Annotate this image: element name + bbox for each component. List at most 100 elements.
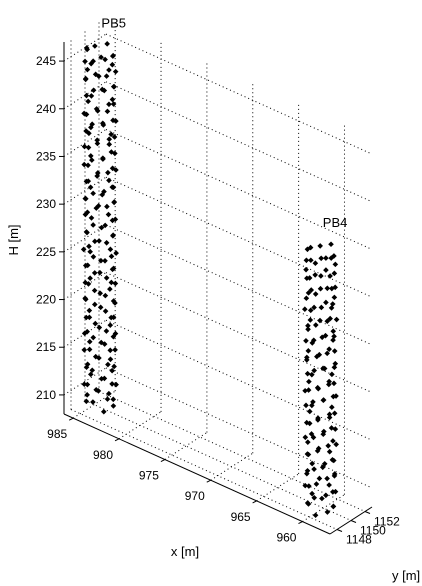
- y-tick-label: 1152: [374, 515, 400, 529]
- data-point-pb4: [318, 304, 325, 311]
- data-point-pb5: [82, 195, 89, 202]
- z-tick-label: 240: [36, 102, 56, 116]
- data-point-pb4: [326, 378, 332, 385]
- data-point-pb4: [310, 399, 316, 405]
- data-point-pb5: [108, 279, 115, 286]
- data-point-pb4: [307, 317, 314, 323]
- data-point-pb5: [85, 144, 92, 151]
- data-point-pb4: [324, 285, 331, 292]
- data-point-pb4: [313, 322, 319, 328]
- data-point-pb5: [106, 67, 112, 73]
- data-point-pb4: [331, 348, 338, 354]
- data-point-pb4: [330, 503, 337, 510]
- data-point-pb4: [305, 387, 312, 393]
- data-point-pb5: [90, 222, 96, 228]
- data-point-pb4: [323, 492, 329, 499]
- data-point-pb5: [85, 178, 92, 184]
- data-point-pb5: [86, 130, 92, 137]
- grid-line-floor-x: [72, 390, 116, 419]
- data-point-pb4: [330, 393, 337, 400]
- data-point-pb5: [84, 392, 90, 398]
- data-point-pb4: [331, 270, 338, 277]
- data-point-pb5: [89, 367, 96, 374]
- data-point-pb4: [333, 393, 339, 399]
- data-point-pb4: [307, 307, 314, 314]
- data-point-pb4: [326, 448, 333, 455]
- data-point-pb4: [317, 317, 323, 324]
- data-point-pb4: [303, 419, 310, 426]
- data-point-pb4: [328, 241, 334, 248]
- data-point-pb4: [302, 306, 308, 313]
- data-point-pb4: [308, 287, 315, 293]
- data-point-pb4: [305, 348, 312, 354]
- grid-line-side-horizontal: [63, 176, 107, 205]
- data-point-pb5: [112, 300, 118, 306]
- data-point-pb5: [94, 108, 101, 114]
- data-point-pb4: [306, 275, 313, 281]
- data-point-pb4: [326, 346, 332, 352]
- data-point-pb5: [113, 167, 119, 173]
- x-tick-label: 960: [276, 531, 296, 545]
- data-point-pb5: [111, 134, 118, 140]
- data-point-pb5: [110, 396, 117, 403]
- data-point-pb5: [110, 232, 116, 238]
- data-point-pb5: [81, 347, 88, 353]
- z-tick-label: 210: [36, 388, 56, 402]
- data-point-pb4: [330, 489, 336, 495]
- data-point-pb5: [103, 328, 110, 334]
- data-point-pb5: [88, 215, 95, 221]
- data-point-pb4: [309, 402, 315, 409]
- axes: [59, 42, 373, 535]
- data-point-pb4: [332, 284, 338, 291]
- data-point-pb4: [320, 397, 327, 403]
- data-point-pb5: [83, 128, 89, 134]
- data-point-pb4: [305, 290, 312, 296]
- data-point-pb4: [329, 457, 336, 463]
- data-point-pb5: [107, 322, 114, 328]
- data-point-pb4: [331, 294, 338, 301]
- data-point-pb4: [308, 257, 314, 264]
- data-point-pb5: [97, 290, 103, 297]
- data-point-pb5: [108, 149, 115, 155]
- data-point-pb5: [103, 239, 110, 246]
- data-point-pb5: [106, 390, 112, 397]
- data-point-pb5: [93, 205, 100, 211]
- data-point-pb5: [107, 356, 114, 363]
- data-point-pb5: [99, 191, 106, 198]
- series-label-pb5: PB5: [101, 16, 126, 31]
- data-point-pb4: [317, 285, 324, 292]
- data-point-pb5: [92, 353, 99, 360]
- data-point-pb4: [306, 408, 313, 415]
- data-point-pb5: [81, 143, 88, 150]
- data-point-pb5: [82, 58, 88, 65]
- data-point-pb5: [81, 161, 88, 168]
- x-tick-mark: [160, 459, 166, 462]
- data-point-pb5: [112, 68, 119, 75]
- data-point-pb4: [324, 475, 330, 482]
- grid-line-back-horizontal: [105, 272, 373, 393]
- data-point-pb4: [330, 438, 336, 444]
- data-point-pb4: [328, 255, 335, 261]
- x-tick-mark: [68, 417, 74, 421]
- data-point-pb5: [109, 184, 116, 190]
- data-point-pb5: [92, 238, 98, 245]
- data-point-pb4: [304, 246, 311, 253]
- x-axis-label: x [m]: [171, 544, 199, 559]
- x-axis-line: [63, 413, 331, 535]
- x-tick-label: 975: [139, 469, 159, 483]
- y-tick-label: 1148: [346, 533, 372, 547]
- grid-line-floor-x: [302, 494, 345, 523]
- data-point-pb4: [317, 243, 323, 249]
- data-point-pb4: [327, 273, 333, 279]
- data-point-pb5: [85, 162, 91, 169]
- data-point-pb4: [318, 273, 324, 279]
- data-point-pb4: [304, 500, 311, 506]
- data-point-pb5: [82, 295, 88, 302]
- grid-line-side-horizontal: [63, 129, 107, 157]
- data-point-pb5: [108, 131, 114, 138]
- data-point-pb5: [96, 324, 103, 331]
- data-point-pb5: [108, 253, 115, 260]
